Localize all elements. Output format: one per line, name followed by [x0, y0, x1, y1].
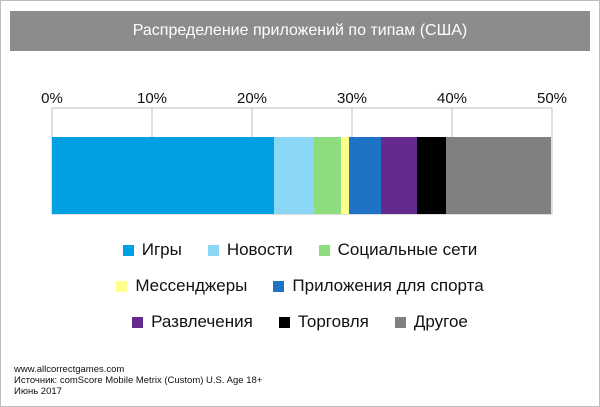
- bar-segment: [349, 137, 381, 214]
- legend-item: Игры: [122, 240, 182, 260]
- website-url: www.allcorrectgames.com: [14, 364, 125, 375]
- legend-swatch: [394, 316, 406, 328]
- legend-label: Приложения для спорта: [292, 276, 484, 295]
- legend-row: Игры Новости Социальные сети: [0, 232, 600, 268]
- legend-row: Развлечения Торговля Другое: [0, 304, 600, 340]
- date-note: Июнь 2017: [14, 386, 62, 397]
- bar-segment: [52, 137, 274, 214]
- legend-swatch: [273, 280, 285, 292]
- x-tick-label: 30%: [337, 90, 367, 107]
- legend-item: Развлечения: [132, 312, 253, 332]
- bar-segment: [274, 137, 314, 214]
- legend-item: Новости: [207, 240, 293, 260]
- legend-label: Торговля: [297, 312, 369, 331]
- legend-item: Торговля: [278, 312, 369, 332]
- legend-swatch: [278, 316, 290, 328]
- legend-swatch: [207, 244, 219, 256]
- x-tick-label: 0%: [41, 90, 63, 107]
- legend-swatch: [116, 280, 128, 292]
- legend-item: Другое: [394, 312, 468, 332]
- legend-label: Развлечения: [151, 312, 253, 331]
- source-footer: www.allcorrectgames.com Источник: comSco…: [14, 364, 262, 397]
- legend-item: Мессенджеры: [116, 276, 247, 296]
- legend-label: Мессенджеры: [135, 276, 248, 295]
- legend-swatch: [122, 244, 134, 256]
- bar-segment: [381, 137, 417, 214]
- x-tick-label: 20%: [237, 90, 267, 107]
- x-tick-label: 50%: [537, 90, 567, 107]
- legend-item: Социальные сети: [318, 240, 478, 260]
- legend-label: Социальные сети: [337, 240, 478, 259]
- legend-item: Приложения для спорта: [273, 276, 484, 296]
- legend-label: Другое: [413, 312, 468, 331]
- source-note: Источник: comScore Mobile Metrix (Custom…: [14, 375, 263, 386]
- legend: Игры Новости Социальные сети Мессенджеры При…: [0, 232, 600, 340]
- chart-title: Распределение приложений по типам (США): [10, 11, 590, 51]
- x-tick-label: 40%: [437, 90, 467, 107]
- legend-label: Новости: [226, 240, 293, 259]
- x-tick-label: 10%: [137, 90, 167, 107]
- legend-row: Мессенджеры Приложения для спорта: [0, 268, 600, 304]
- legend-swatch: [132, 316, 144, 328]
- legend-label: Игры: [141, 240, 182, 259]
- bar-segment: [446, 137, 551, 214]
- bar-segment: [314, 137, 341, 214]
- bar-segment: [417, 137, 446, 214]
- legend-swatch: [318, 244, 330, 256]
- bar-segment: [341, 137, 349, 214]
